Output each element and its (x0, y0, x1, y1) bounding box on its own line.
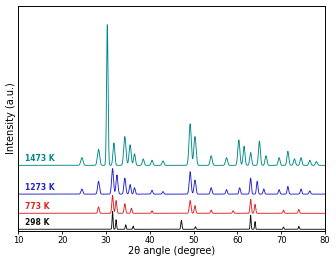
X-axis label: 2θ angle (degree): 2θ angle (degree) (128, 247, 215, 256)
Y-axis label: Intensity (a.u.): Intensity (a.u.) (6, 83, 15, 154)
Text: 773 K: 773 K (25, 202, 49, 211)
Text: 1473 K: 1473 K (25, 154, 54, 163)
Text: 298 K: 298 K (25, 218, 49, 227)
Text: 1273 K: 1273 K (25, 183, 54, 192)
